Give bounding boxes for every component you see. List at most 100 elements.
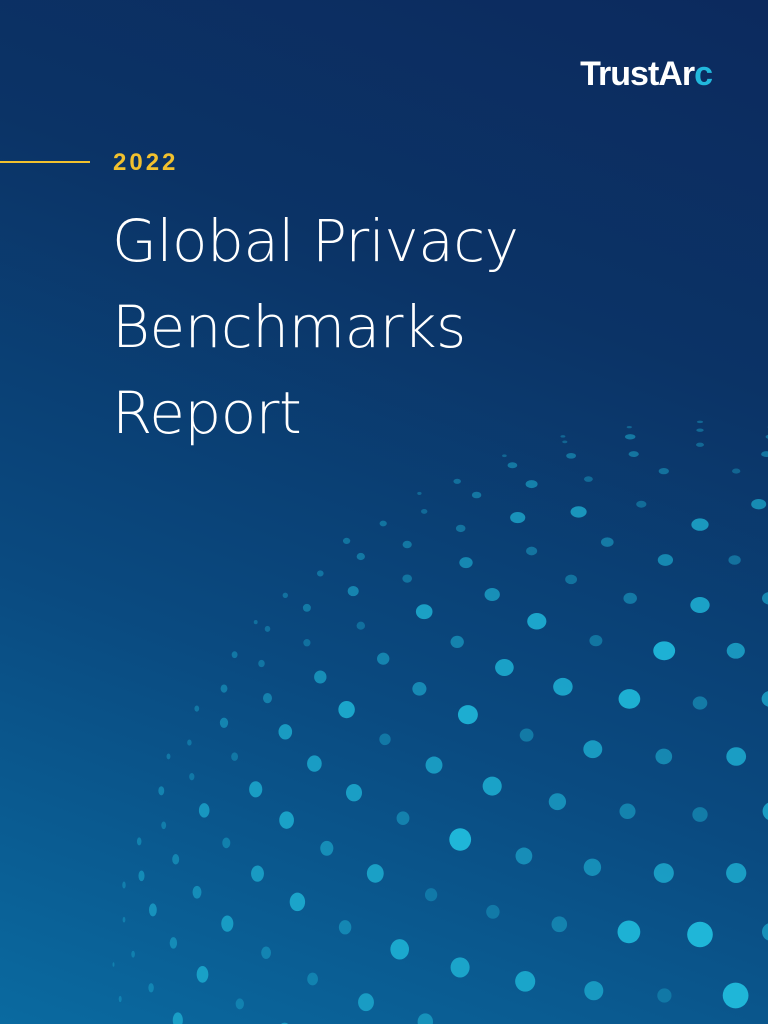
globe-dot [118,995,122,1003]
globe-dot [320,840,334,856]
globe-dot [600,537,614,547]
globe-dot [421,508,428,514]
globe-dot [657,988,672,1003]
globe-dot [548,793,567,811]
globe-dot [653,863,674,883]
globe-dot [316,570,324,577]
globe-dot [172,854,180,865]
globe-dot [765,434,768,439]
globe-dot [515,847,533,865]
globe-dot [303,638,311,647]
globe-dot [636,500,647,508]
globe-dot [251,865,264,882]
globe-dot [425,756,443,774]
globe-dot [449,828,472,851]
globe-dot [258,659,265,668]
globe-dot [307,972,318,986]
trustarc-logo: TrustArc [580,54,713,94]
globe-dot [450,957,470,978]
globe-dot [453,478,461,484]
globe-dot [624,434,636,440]
globe-dot [231,752,239,761]
globe-dot [149,903,157,917]
globe-dot [692,807,708,822]
globe-dot [762,592,768,605]
globe-dot [261,946,271,959]
globe-dot [726,747,747,766]
globe-dot [136,837,142,846]
globe-dot [366,864,384,883]
globe-dot [623,592,637,604]
globe-dot [338,920,352,935]
globe-dot [347,586,359,597]
globe-dot [450,635,464,649]
globe-dot [618,689,641,709]
globe-dot [457,705,478,725]
globe-dot [122,881,126,889]
globe-dot [562,440,568,444]
globe-dot [527,613,547,630]
globe-dot [379,733,391,746]
globe-dot [263,692,272,704]
globe-dot [510,512,526,524]
report-title: Global Privacy Benchmarks Report [112,198,519,456]
globe-dot [402,540,412,549]
globe-dot [264,625,271,632]
globe-dot [345,783,363,802]
globe-dot [525,480,538,489]
globe-dot [761,451,768,458]
globe-dot [278,724,293,740]
title-line-3: Report [112,379,302,447]
globe-dot [584,981,604,1001]
globe-dot [482,776,502,796]
globe-dot [486,904,500,919]
globe-dot [282,592,288,598]
logo-main-text: TrustAr [580,55,695,93]
globe-dot [415,604,433,620]
globe-dot [687,921,713,948]
globe-dot [526,546,538,556]
globe-dot [379,520,387,527]
globe-dot [495,658,514,677]
globe-dot [560,435,566,438]
globe-dot [358,993,374,1012]
globe-dot [626,425,632,429]
globe-dot [570,506,587,518]
globe-dot [566,452,577,459]
globe-dot [396,811,410,826]
globe-dot [148,983,154,993]
globe-dot [658,467,669,475]
globe-dot [722,982,749,1009]
globe-dot [628,451,639,458]
globe-dot [583,858,602,876]
globe-dot [728,555,741,565]
globe-dot [220,684,228,693]
globe-dot [417,1013,434,1024]
globe-dot [589,634,603,647]
globe-dot [619,803,636,820]
globe-dot [424,888,438,902]
globe-dot [279,811,294,829]
globe-dot [192,885,202,899]
globe-dot [196,966,209,983]
globe-dot [696,420,704,424]
globe-dot [161,821,167,830]
globe-dot [131,950,135,958]
title-line-1: Global Privacy [112,207,519,275]
globe-dot [471,491,482,499]
globe-dot [338,700,355,719]
globe-dot [194,705,200,712]
report-year: 2022 [113,149,179,176]
globe-dot [122,916,126,923]
globe-dot [565,574,578,585]
globe-dot [166,753,171,760]
globe-dot [551,916,568,933]
globe-dot [583,740,603,759]
globe-dot [502,454,507,458]
globe-dot [519,728,534,742]
globe-dot [172,1012,183,1024]
globe-dot [455,524,466,533]
globe-dot [761,691,768,707]
